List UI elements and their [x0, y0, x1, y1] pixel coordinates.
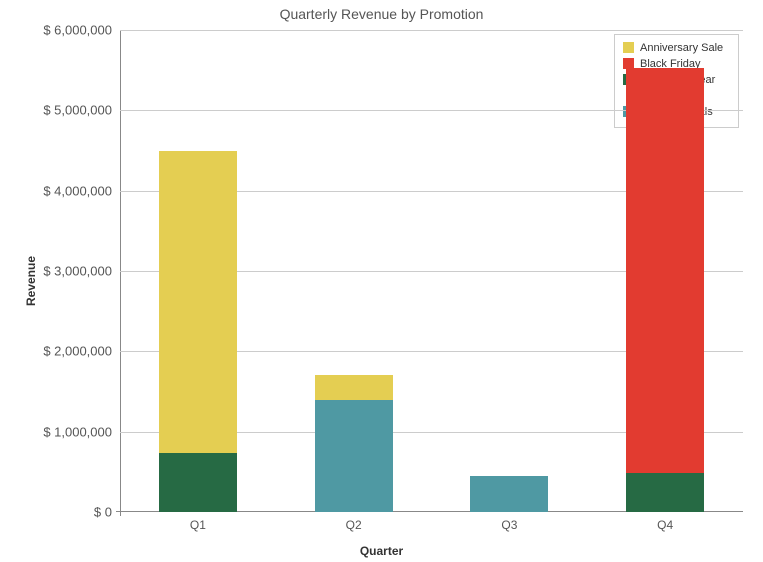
x-tick-label: Q3 [501, 512, 517, 532]
bar-group [626, 30, 704, 512]
y-tick-label: $ 3,000,000 [43, 264, 120, 279]
y-tick-label: $ 5,000,000 [43, 103, 120, 118]
y-axis-label: Revenue [24, 256, 38, 306]
bar-segment [315, 375, 393, 399]
bar-segment [626, 473, 704, 512]
bar-segment [315, 400, 393, 512]
bar-group [470, 30, 548, 512]
y-tick-label: $ 0 [94, 505, 120, 520]
bar-segment [159, 453, 237, 512]
bar-group [159, 30, 237, 512]
chart-title: Quarterly Revenue by Promotion [0, 6, 763, 22]
bar-group [315, 30, 393, 512]
x-axis-label: Quarter [0, 544, 763, 558]
chart-container: Quarterly Revenue by Promotion Revenue Q… [0, 0, 763, 562]
bar-segment [159, 151, 237, 452]
bar-segment [470, 476, 548, 512]
x-tick-label: Q1 [190, 512, 206, 532]
y-tick-label: $ 1,000,000 [43, 424, 120, 439]
y-tick-label: $ 4,000,000 [43, 183, 120, 198]
y-tick-label: $ 6,000,000 [43, 23, 120, 38]
x-tick-label: Q2 [346, 512, 362, 532]
y-tick-label: $ 2,000,000 [43, 344, 120, 359]
x-tick-label: Q4 [657, 512, 673, 532]
bar-segment [626, 68, 704, 474]
plot-area: Anniversary SaleBlack FridayEnd of the Y… [120, 30, 743, 512]
y-axis-line [120, 30, 121, 516]
